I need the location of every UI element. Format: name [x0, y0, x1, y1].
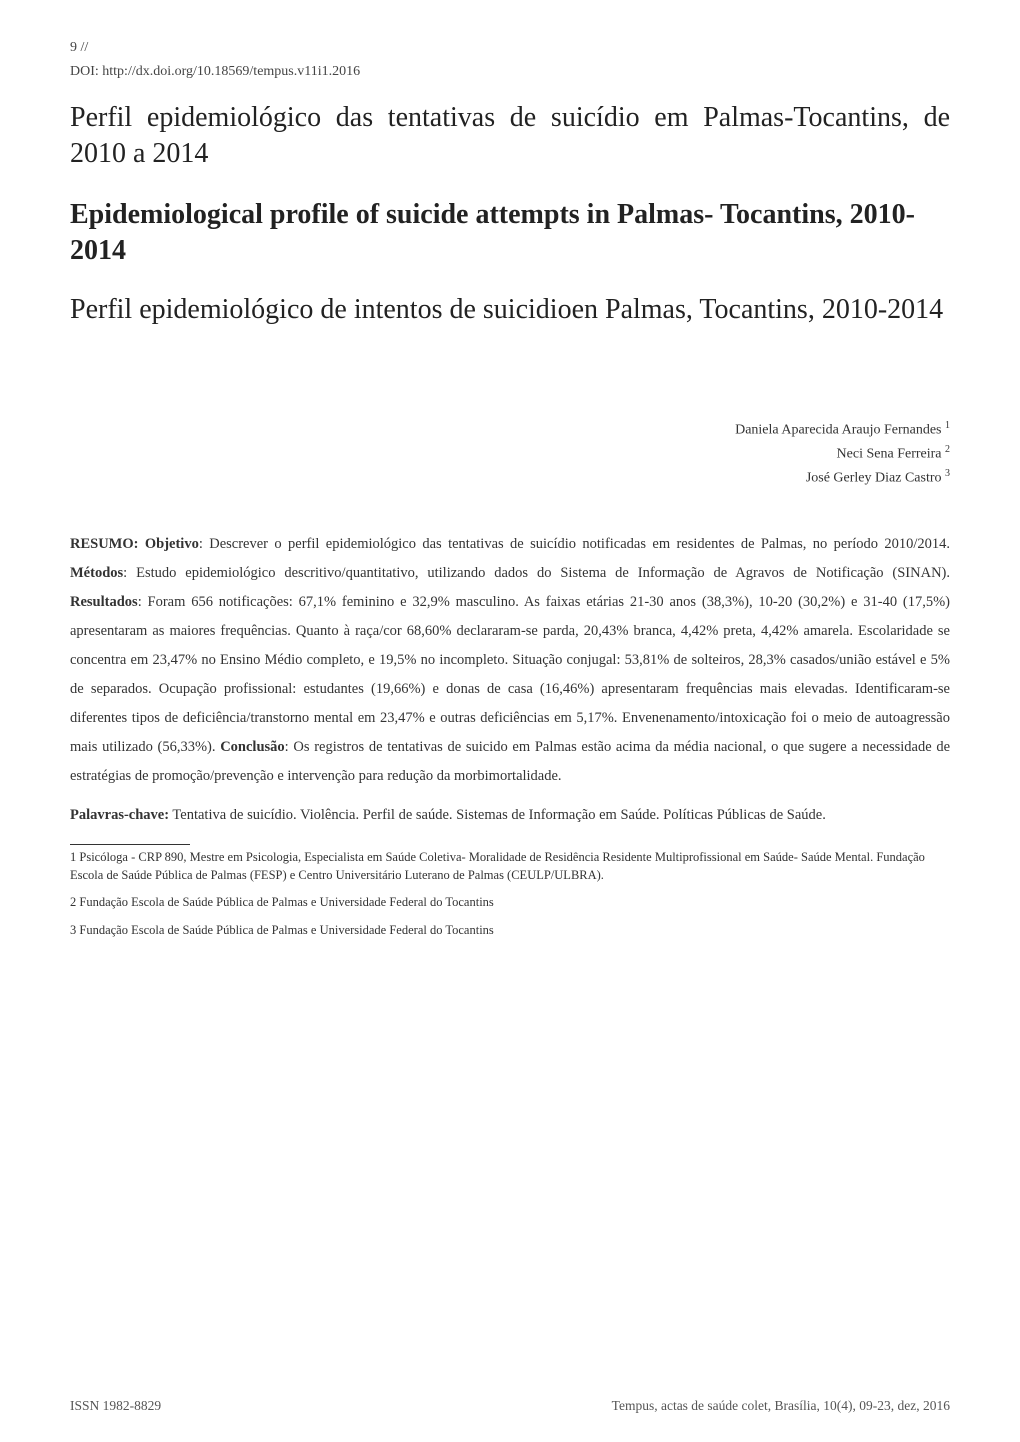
keywords-paragraph: Palavras-chave: Tentativa de suicídio. V…: [70, 801, 950, 830]
abstract-label-metodos: Métodos: [70, 565, 123, 581]
keywords-label: Palavras-chave:: [70, 807, 169, 823]
authors-block: Daniela Aparecida Araujo Fernandes 1 Nec…: [70, 418, 950, 490]
title-spanish: Perfil epidemiológico de intentos de sui…: [70, 292, 950, 328]
abstract-label-conclusao: Conclusão: [220, 739, 284, 755]
author-sup: 2: [945, 444, 950, 455]
footnote-rule: [70, 844, 190, 845]
page-footer: ISSN 1982-8829 Tempus, actas de saúde co…: [70, 1398, 950, 1414]
footer-issn: ISSN 1982-8829: [70, 1398, 161, 1414]
abstract-text-2: : Estudo epidemiológico descritivo/quant…: [123, 565, 950, 581]
author-2: Neci Sena Ferreira 2: [70, 442, 950, 466]
abstract-text-3: : Foram 656 notificações: 67,1% feminino…: [70, 594, 950, 755]
author-name: José Gerley Diaz Castro: [806, 471, 942, 486]
author-sup: 1: [945, 420, 950, 431]
doi-line: DOI: http://dx.doi.org/10.18569/tempus.v…: [70, 64, 950, 80]
doi-url: http://dx.doi.org/10.18569/tempus.v11i1.…: [102, 64, 360, 79]
author-1: Daniela Aparecida Araujo Fernandes 1: [70, 418, 950, 442]
author-sup: 3: [945, 468, 950, 479]
author-name: Daniela Aparecida Araujo Fernandes: [735, 423, 941, 438]
abstract-text-1: : Descrever o perfil epidemiológico das …: [199, 536, 950, 552]
footer-citation: Tempus, actas de saúde colet, Brasília, …: [612, 1398, 950, 1414]
title-english: Epidemiological profile of suicide attem…: [70, 197, 950, 270]
author-name: Neci Sena Ferreira: [837, 447, 942, 462]
footnote-3: 3 Fundação Escola de Saúde Pública de Pa…: [70, 922, 950, 940]
keywords-text: Tentativa de suicídio. Violência. Perfil…: [169, 807, 826, 823]
page-number: 9 //: [70, 40, 950, 56]
title-portuguese: Perfil epidemiológico das tentativas de …: [70, 100, 950, 173]
footnote-2: 2 Fundação Escola de Saúde Pública de Pa…: [70, 894, 950, 912]
author-3: José Gerley Diaz Castro 3: [70, 466, 950, 490]
abstract-paragraph: RESUMO: Objetivo: Descrever o perfil epi…: [70, 530, 950, 791]
doi-label: DOI:: [70, 64, 102, 79]
abstract-label-resultados: Resultados: [70, 594, 138, 610]
footnote-1: 1 Psicóloga - CRP 890, Mestre em Psicolo…: [70, 849, 950, 884]
abstract-label-resumo: RESUMO: Objetivo: [70, 536, 199, 552]
